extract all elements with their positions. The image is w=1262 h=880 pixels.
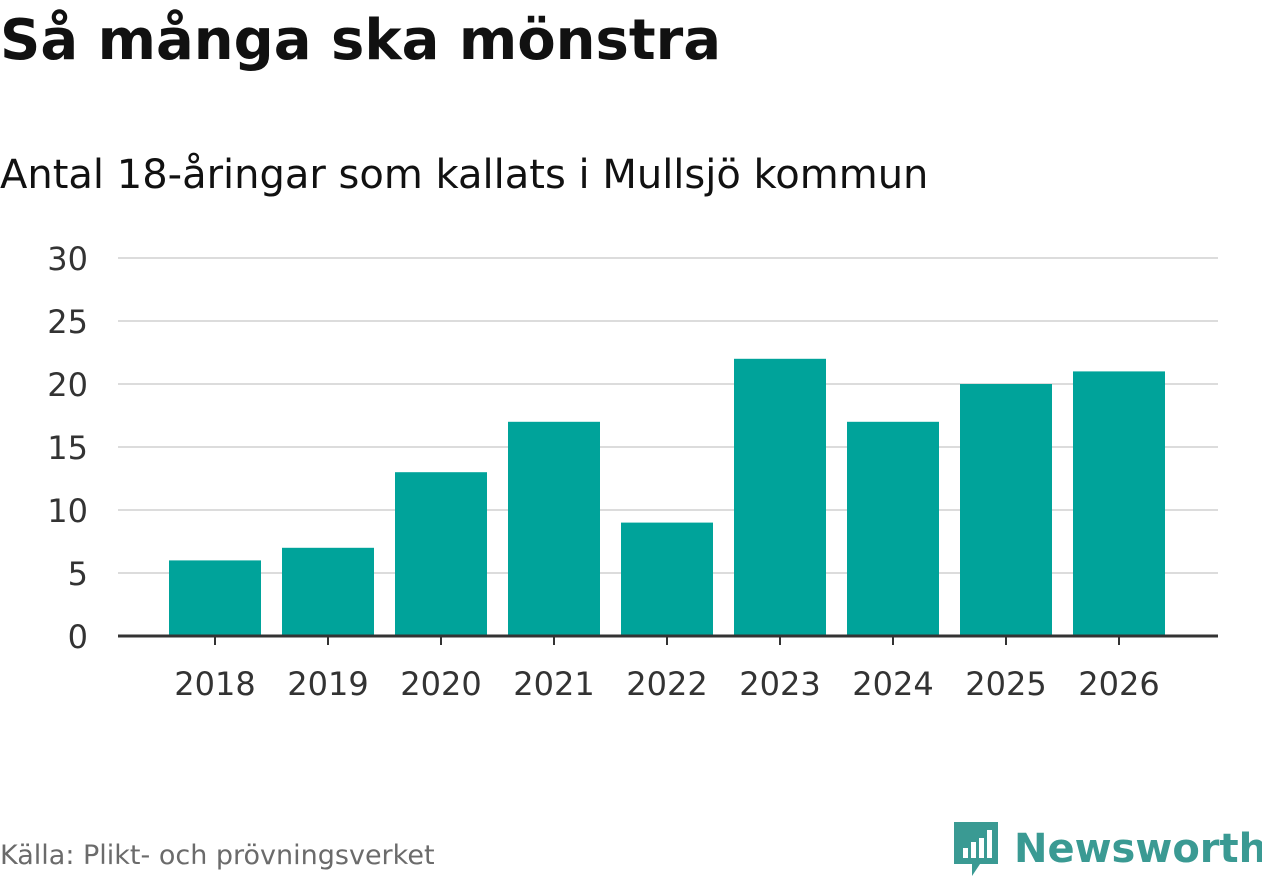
x-tick-label: 2026 — [1078, 665, 1159, 703]
y-tick-label: 0 — [68, 618, 88, 656]
y-axis-ticks: 0 5 10 15 20 25 30 — [47, 240, 88, 656]
chart-title: Så många ska mönstra — [0, 8, 722, 73]
x-tick-label: 2020 — [400, 665, 481, 703]
y-tick-label: 5 — [68, 555, 88, 593]
y-tick-label: 20 — [47, 366, 88, 404]
x-tick-label: 2024 — [852, 665, 933, 703]
bar-2023 — [734, 358, 826, 636]
y-tick-label: 10 — [47, 492, 88, 530]
bar-2021 — [508, 421, 600, 636]
bar-2022 — [621, 522, 713, 636]
bar-2018 — [169, 560, 261, 636]
x-tick-label: 2022 — [626, 665, 707, 703]
bar-2019 — [282, 547, 374, 636]
y-tick-label: 25 — [47, 303, 88, 341]
x-axis-ticks: 2018 2019 2020 2021 2022 2023 2024 2025 2026 — [174, 636, 1160, 703]
bar-2025 — [960, 384, 1052, 636]
bar-2024 — [847, 421, 939, 636]
brand-name: Newsworthy — [1014, 826, 1262, 872]
x-tick-label: 2025 — [965, 665, 1046, 703]
y-tick-label: 30 — [47, 240, 88, 278]
newsworthy-logo: Newsworthy — [950, 818, 1262, 880]
x-tick-label: 2019 — [287, 665, 368, 703]
x-tick-label: 2021 — [513, 665, 594, 703]
bars — [169, 358, 1165, 636]
source-note: Källa: Plikt- och prövningsverket — [0, 840, 435, 871]
x-tick-label: 2018 — [174, 665, 255, 703]
chart-subtitle: Antal 18-åringar som kallats i Mullsjö k… — [0, 152, 929, 198]
bar-2026 — [1073, 371, 1165, 636]
y-tick-label: 15 — [47, 429, 88, 467]
x-tick-label: 2023 — [739, 665, 820, 703]
newsworthy-logo-icon — [954, 822, 998, 876]
bar-2020 — [395, 472, 487, 636]
